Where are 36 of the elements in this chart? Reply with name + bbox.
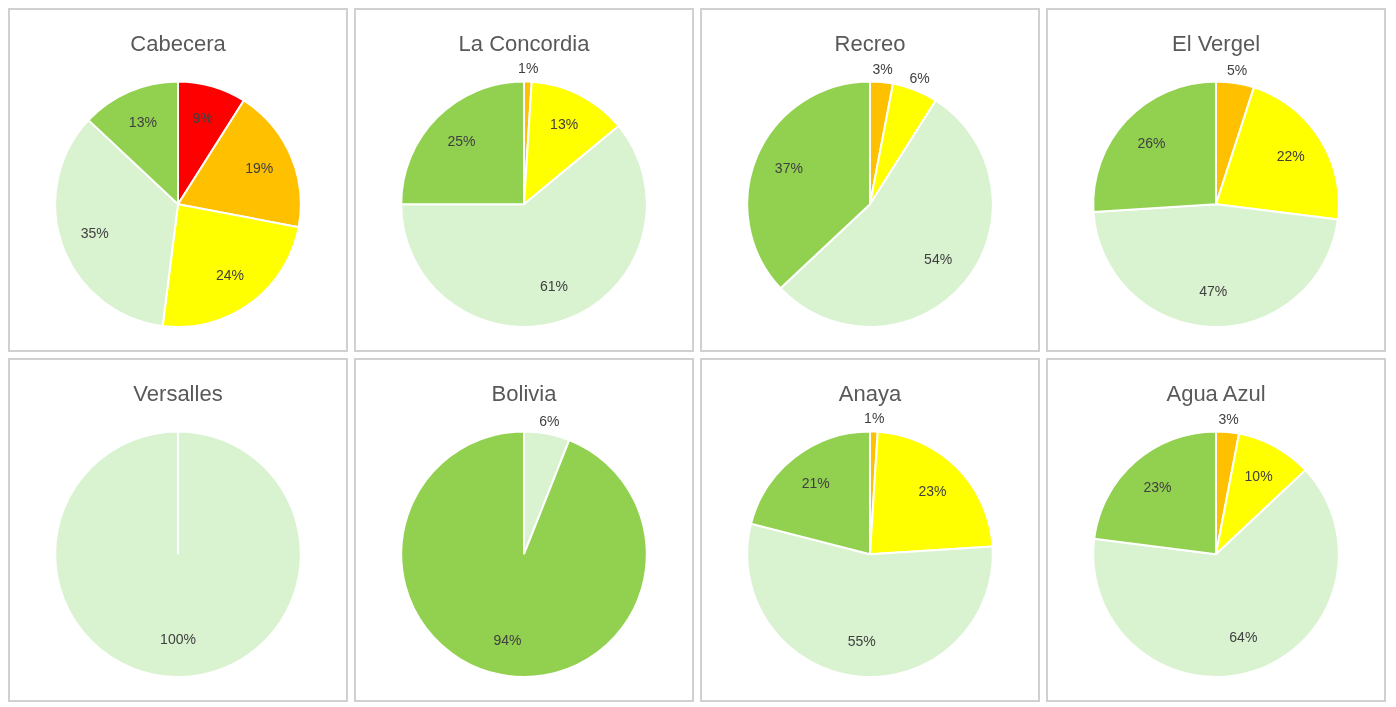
data-label: 21%: [801, 475, 830, 492]
data-label: 23%: [1143, 478, 1172, 495]
data-label: 1%: [864, 410, 885, 427]
data-label: 19%: [245, 159, 274, 176]
data-label: 100%: [160, 631, 196, 648]
data-label: 94%: [493, 631, 522, 648]
chart-title: Cabecera: [130, 31, 227, 57]
chart-title: Recreo: [834, 31, 906, 57]
data-label: 47%: [1199, 283, 1228, 300]
data-label: 5%: [1226, 61, 1248, 78]
chart-title: Anaya: [838, 381, 902, 407]
data-label: 3%: [1218, 410, 1239, 427]
data-label: 3%: [872, 60, 893, 77]
data-label: 24%: [215, 266, 244, 283]
data-label: 61%: [539, 278, 568, 295]
chart-title: Agua Azul: [1166, 381, 1266, 407]
data-label: 54%: [924, 251, 953, 268]
chart-title: Versalles: [133, 381, 223, 407]
chart-title: La Concordia: [458, 31, 591, 57]
data-label: 37%: [774, 159, 803, 176]
data-label: 1%: [518, 60, 539, 77]
data-label: 23%: [918, 482, 947, 499]
data-label: 22%: [1276, 147, 1305, 164]
data-label: 13%: [550, 116, 579, 133]
data-label: 10%: [1244, 467, 1273, 484]
data-label: 13%: [128, 113, 157, 130]
chart-title: Bolivia: [491, 381, 558, 407]
data-label: 26%: [1137, 134, 1166, 151]
data-label: 64%: [1229, 629, 1258, 646]
data-label: 6%: [909, 69, 930, 86]
data-label: 35%: [80, 225, 109, 242]
data-label: 55%: [847, 633, 876, 650]
chart-title: El Vergel: [1171, 31, 1261, 57]
data-label: 6%: [539, 412, 560, 429]
data-label: 9%: [192, 110, 213, 127]
data-label: 25%: [447, 132, 476, 149]
